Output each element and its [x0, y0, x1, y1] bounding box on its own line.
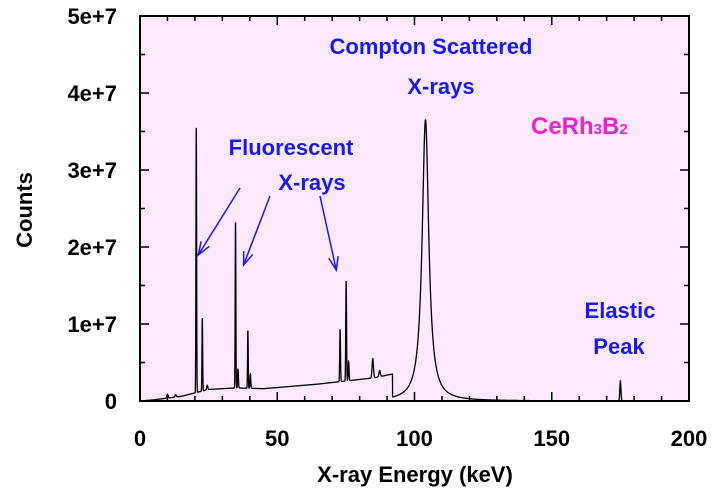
plot-frame [139, 15, 690, 402]
y-tick-label: 5e+7 [67, 4, 117, 29]
y-tick-label: 3e+7 [67, 158, 117, 183]
x-tick-label: 50 [265, 426, 289, 451]
x-tick-label: 150 [533, 426, 570, 451]
compton-label-line1: Compton Scattered [330, 34, 533, 59]
x-tick-label: 200 [671, 426, 708, 451]
fluorescent-label-line1: Fluorescent [229, 135, 354, 160]
x-tick-label: 0 [134, 426, 146, 451]
y-axis-label: Counts [12, 172, 37, 248]
sample-formula: CeRh3B2 [531, 113, 628, 140]
y-tick-label: 4e+7 [67, 81, 117, 106]
annotation-arrow [319, 195, 339, 273]
tick-labels: 0 50 100 150 200 0 1e+7 2e+7 3e+7 4e+7 5e+7 [67, 4, 707, 451]
y-tick-label: 1e+7 [67, 312, 117, 337]
y-tick-label: 0 [105, 389, 117, 414]
fluorescent-arrows [197, 187, 339, 273]
compton-label-line2: X-rays [407, 74, 474, 99]
elastic-label-line1: Elastic [585, 298, 656, 323]
y-tick-label: 2e+7 [67, 235, 117, 260]
fluorescent-label-line2: X-rays [278, 170, 345, 195]
elastic-label-line2: Peak [593, 334, 645, 359]
plot-background [140, 16, 689, 401]
annotation-arrow [242, 195, 271, 268]
annotation-arrow [197, 187, 241, 257]
x-axis-label: X-ray Energy (keV) [317, 462, 513, 487]
x-tick-label: 100 [396, 426, 433, 451]
